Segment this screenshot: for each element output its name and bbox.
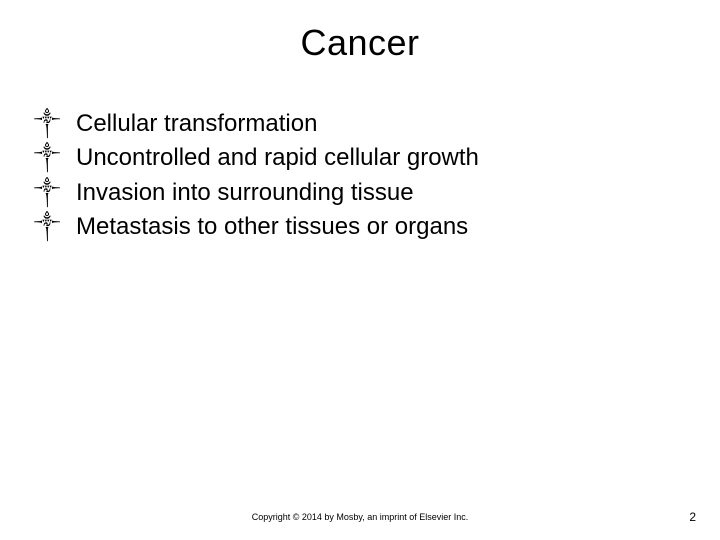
page-number: 2 xyxy=(689,510,696,524)
bullet-text: Metastasis to other tissues or organs xyxy=(76,211,690,243)
bullet-text: Invasion into surrounding tissue xyxy=(76,177,690,209)
bullet-text: Uncontrolled and rapid cellular growth xyxy=(76,142,690,174)
list-item: ༒ Invasion into surrounding tissue xyxy=(30,177,690,209)
bullet-icon: ༒ xyxy=(30,108,76,137)
copyright-footer: Copyright © 2014 by Mosby, an imprint of… xyxy=(0,512,720,522)
slide-body: ༒ Cellular transformation ༒ Uncontrolled… xyxy=(0,64,720,244)
list-item: ༒ Cellular transformation xyxy=(30,108,690,140)
list-item: ༒ Uncontrolled and rapid cellular growth xyxy=(30,142,690,174)
slide-title: Cancer xyxy=(0,0,720,64)
bullet-icon: ༒ xyxy=(30,142,76,171)
slide: Cancer ༒ Cellular transformation ༒ Uncon… xyxy=(0,0,720,540)
bullet-icon: ༒ xyxy=(30,177,76,206)
bullet-text: Cellular transformation xyxy=(76,108,690,140)
list-item: ༒ Metastasis to other tissues or organs xyxy=(30,211,690,243)
bullet-icon: ༒ xyxy=(30,211,76,240)
